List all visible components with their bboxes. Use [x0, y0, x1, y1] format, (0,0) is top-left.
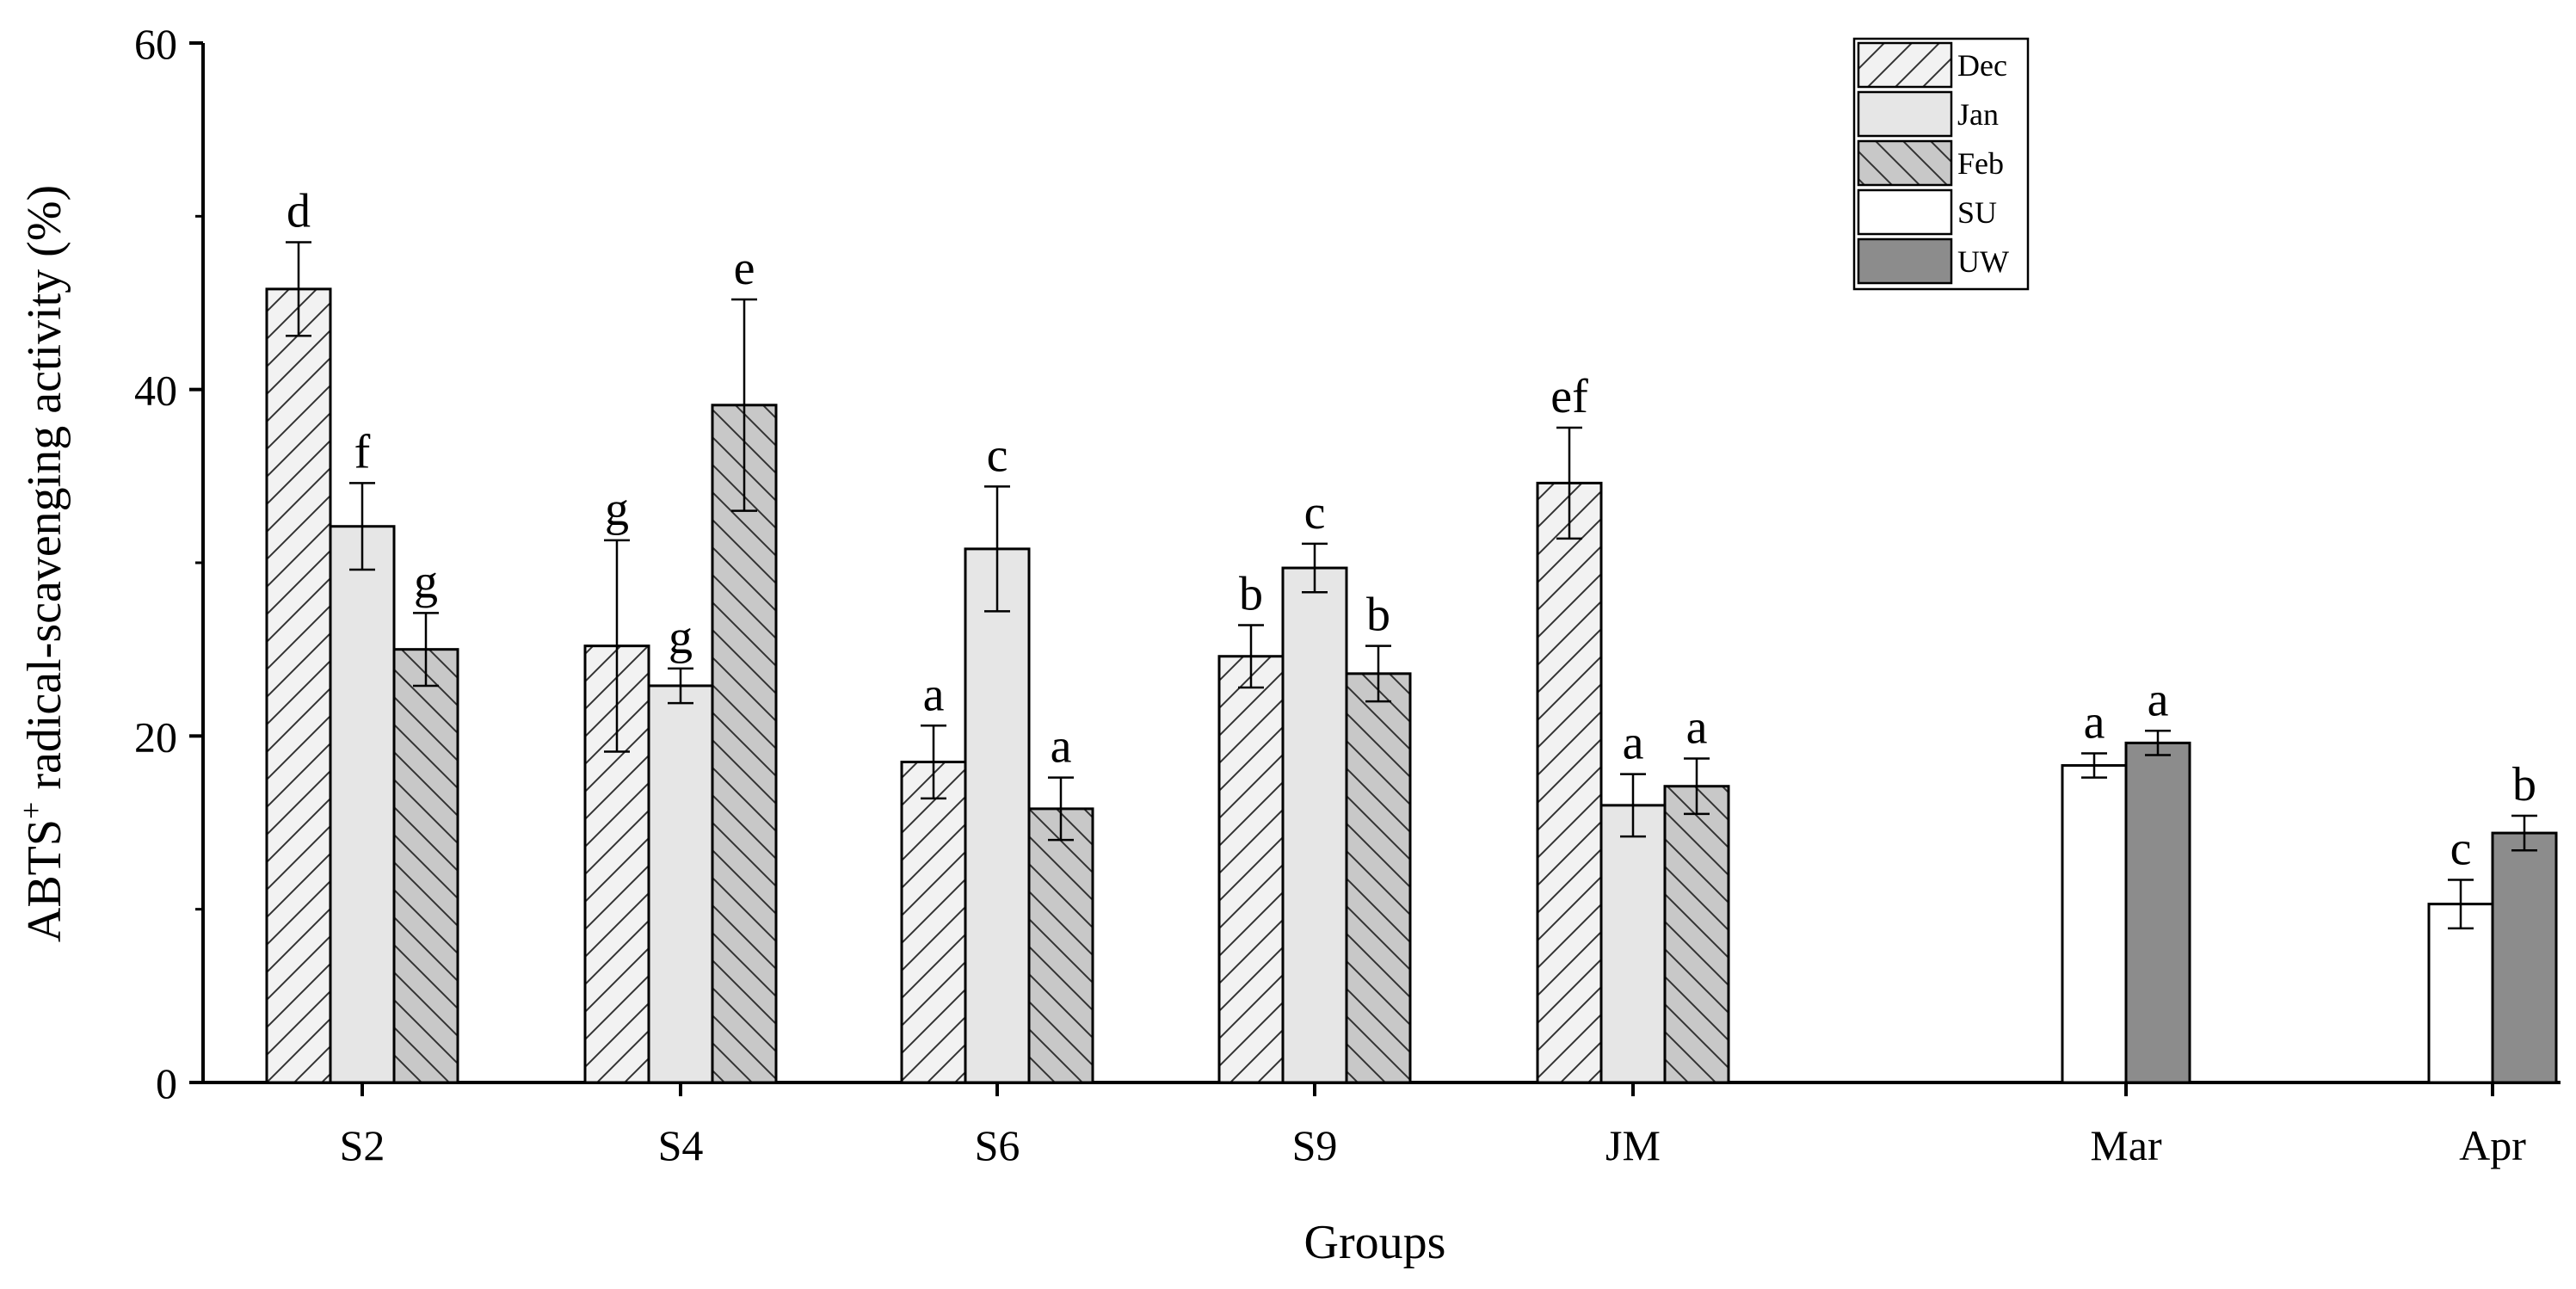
legend-swatch-jan — [1857, 90, 1953, 138]
significance-letter: a — [2148, 673, 2169, 726]
bar-s9-dec — [1217, 655, 1285, 1084]
y-axis-title-rest: radical-scavenging activity (%) — [18, 185, 71, 802]
legend-swatch-uw — [1857, 237, 1953, 285]
significance-letter: a — [923, 668, 945, 721]
significance-letter: b — [2512, 758, 2536, 811]
significance-letter: b — [1366, 589, 1390, 642]
bar-s2-dec — [265, 287, 332, 1084]
bar-s2-jan — [329, 525, 396, 1084]
significance-letter: c — [1304, 486, 1326, 540]
y-tick-label: 60 — [134, 20, 177, 68]
y-axis-title-main: ABTS — [18, 819, 71, 942]
x-tick-label: S6 — [975, 1121, 1020, 1169]
significance-letter: c — [987, 429, 1008, 482]
y-tick-label: 0 — [156, 1059, 177, 1107]
legend-swatch-dec — [1857, 41, 1953, 89]
legend-label-feb: Feb — [1957, 146, 2004, 181]
significance-letter: e — [734, 242, 755, 295]
significance-letter: f — [354, 425, 371, 478]
x-tick-label: JM — [1605, 1121, 1661, 1169]
bar-s9-jan — [1281, 566, 1348, 1084]
bar-s6-jan — [964, 547, 1031, 1084]
bar-s6-dec — [900, 761, 967, 1084]
x-tick-label: Apr — [2459, 1121, 2526, 1169]
x-axis-title: Groups — [1304, 1216, 1446, 1269]
significance-letter: a — [1686, 701, 1708, 755]
legend: Dec Jan Feb SU UW — [1852, 37, 2030, 291]
bar-jm-dec — [1536, 481, 1603, 1084]
bar-s6-feb — [1027, 807, 1094, 1084]
significance-letter: a — [2084, 695, 2105, 749]
bar-mar-uw — [2124, 741, 2191, 1084]
legend-label-dec: Dec — [1957, 48, 2007, 83]
x-tick-label: S9 — [1292, 1121, 1338, 1169]
bar-s2-feb — [392, 648, 459, 1084]
legend-swatch-feb — [1857, 139, 1953, 187]
x-tick-label: S4 — [658, 1121, 704, 1169]
bar-s4-jan — [647, 684, 714, 1084]
y-tick-label: 20 — [134, 712, 177, 761]
bar-apr-su — [2427, 903, 2494, 1084]
legend-label-su: SU — [1957, 195, 1997, 230]
significance-letter: a — [1051, 720, 1072, 774]
bar-s9-feb — [1345, 672, 1412, 1084]
bar-jm-jan — [1599, 804, 1667, 1084]
significance-letter: g — [605, 483, 629, 536]
bar-mar-su — [2061, 764, 2128, 1084]
significance-letter: g — [414, 555, 438, 608]
significance-letter: a — [1623, 717, 1644, 770]
x-tick-label: Mar — [2090, 1121, 2162, 1169]
significance-letter: ef — [1550, 370, 1588, 423]
x-tick-label: S2 — [340, 1121, 385, 1169]
bar-jm-feb — [1663, 785, 1730, 1084]
significance-letter: g — [669, 611, 693, 664]
significance-letter: d — [287, 185, 311, 238]
bar-apr-uw — [2491, 831, 2558, 1084]
legend-swatch-su — [1857, 188, 1953, 236]
y-tick-label: 40 — [134, 367, 177, 415]
legend-label-uw: UW — [1957, 244, 2009, 279]
legend-label-jan: Jan — [1957, 97, 1999, 132]
y-axis-title-superscript: + — [14, 802, 48, 819]
bar-s4-feb — [711, 404, 778, 1084]
significance-letter: c — [2450, 822, 2472, 875]
y-axis-title: ABTS+ radical-scavenging activity (%) — [14, 185, 71, 942]
significance-letter: b — [1239, 567, 1263, 620]
